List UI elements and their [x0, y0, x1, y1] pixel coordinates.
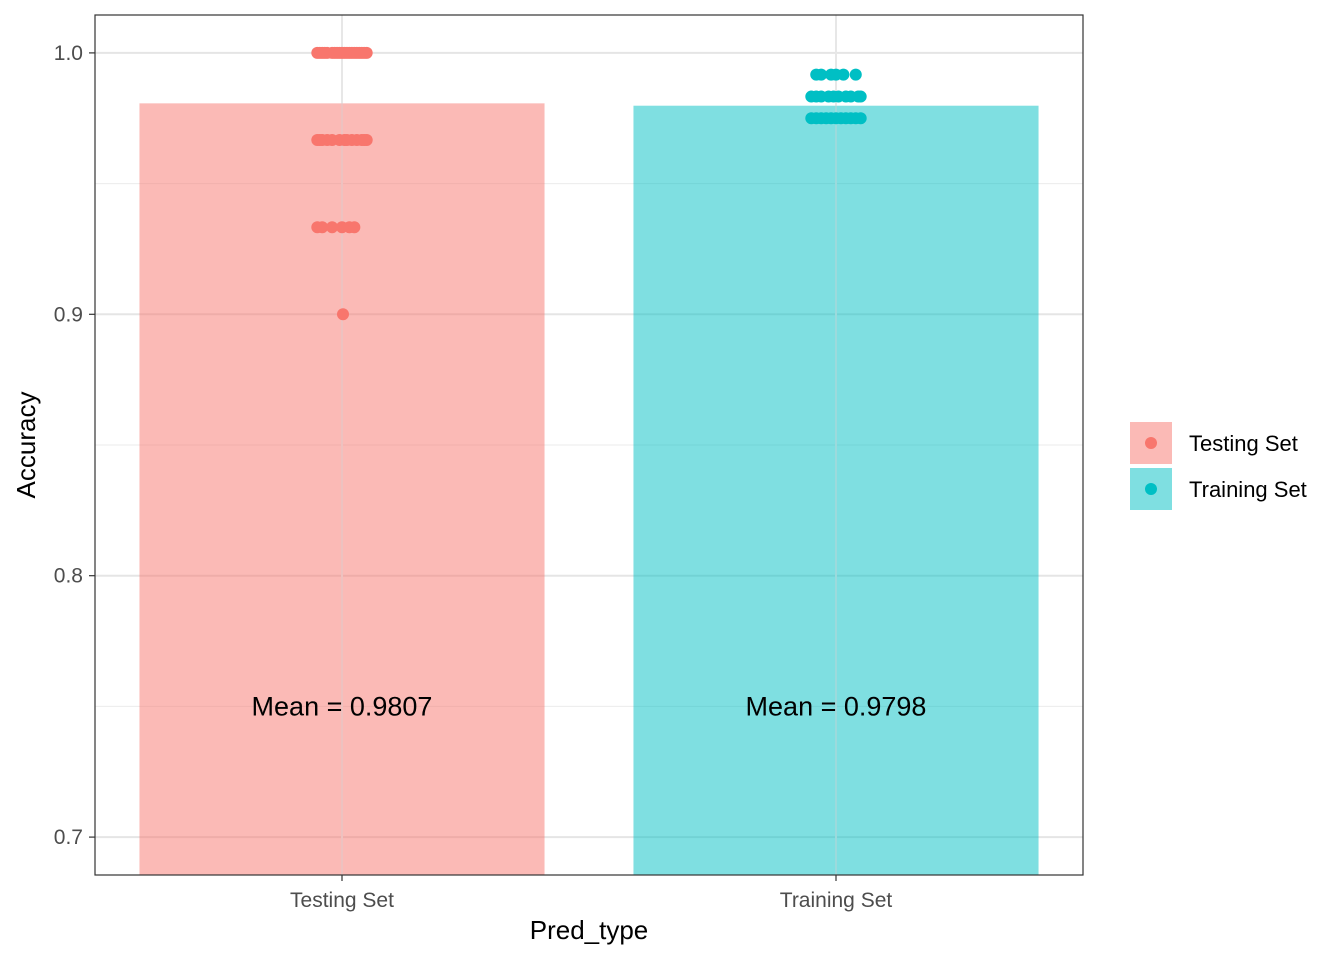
y-tick-label: 0.8	[54, 565, 83, 588]
data-points	[311, 46, 867, 321]
data-point	[837, 68, 850, 81]
bar-training-set	[633, 105, 1039, 875]
category-gridlines	[341, 15, 837, 875]
y-tick-label: 0.7	[54, 826, 83, 849]
legend-label: Training Set	[1189, 477, 1307, 502]
mean-labels: Mean = 0.9807 Mean = 0.9798	[252, 691, 927, 721]
data-point	[336, 308, 349, 321]
data-point	[348, 221, 361, 234]
data-point	[313, 133, 326, 146]
data-point	[358, 133, 371, 146]
data-point	[340, 133, 353, 146]
data-point	[854, 90, 867, 103]
mean-label: Mean = 0.9798	[746, 691, 927, 721]
legend: Testing Set Training Set	[1130, 422, 1307, 510]
plot-border	[94, 14, 1084, 876]
x-tick-label: Training Set	[780, 889, 893, 912]
y-axis-title: Accuracy	[11, 392, 41, 499]
legend-key-point	[1145, 437, 1157, 449]
data-point	[815, 68, 828, 81]
mean-label: Mean = 0.9807	[252, 691, 433, 721]
data-point	[326, 221, 339, 234]
x-tick-label: Testing Set	[290, 889, 394, 912]
data-point	[333, 46, 346, 59]
legend-key-point	[1145, 483, 1157, 495]
y-tick-label: 1.0	[54, 42, 83, 65]
data-point	[316, 221, 329, 234]
x-axis-title: Pred_type	[530, 915, 649, 945]
x-axis: Testing Set Training Set	[290, 875, 892, 912]
data-point	[849, 68, 862, 81]
data-point	[348, 46, 361, 59]
y-tick-label: 0.9	[54, 303, 83, 326]
y-axis: 0.7 0.8 0.9 1.0	[54, 42, 95, 849]
data-point	[358, 46, 371, 59]
data-point	[318, 46, 331, 59]
legend-label: Testing Set	[1189, 431, 1298, 456]
data-point	[854, 112, 867, 125]
